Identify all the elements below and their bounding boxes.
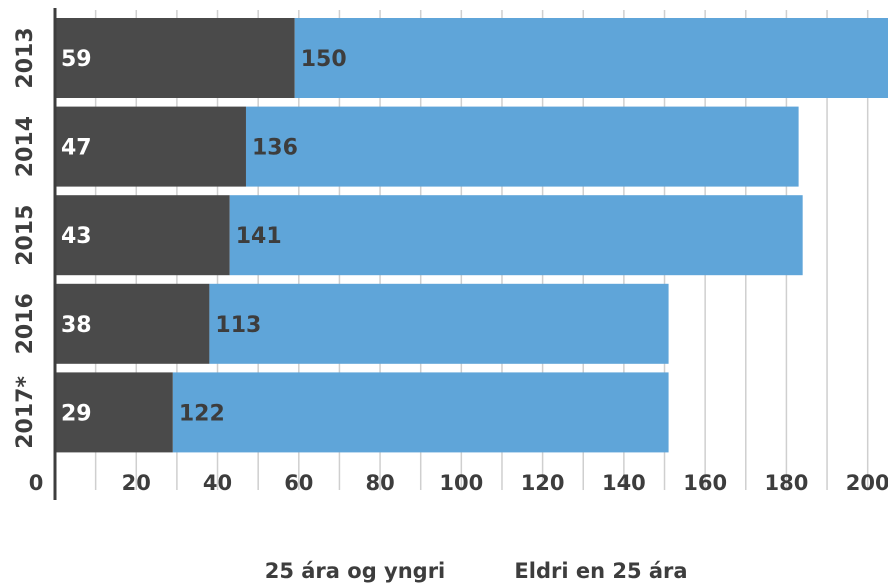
bar-value-label: 43 [61, 224, 92, 249]
bar-segment [229, 195, 803, 276]
x-tick-label: 180 [764, 471, 808, 495]
bar-value-label: 136 [252, 136, 298, 161]
x-tick-label: 140 [602, 471, 646, 495]
x-tick-label: 200 [846, 471, 888, 495]
bar-value-label: 113 [215, 313, 261, 338]
legend-entry: Eldri en 25 ára [514, 559, 687, 583]
category-label: 2015 [13, 205, 38, 266]
x-tick-label: 40 [203, 471, 232, 495]
bars [55, 18, 888, 453]
legend: 25 ára og yngri Eldri en 25 ára [265, 559, 688, 583]
bar-segment [55, 106, 246, 187]
bar-value-label: 59 [61, 47, 92, 72]
bar-segment [55, 18, 295, 98]
bar-segment [55, 283, 210, 364]
category-label: 2014 [13, 116, 38, 177]
bar-segment [294, 18, 888, 98]
x-tick-label: 20 [122, 471, 151, 495]
category-label: 2017* [13, 376, 38, 449]
x-tick-label: 160 [683, 471, 727, 495]
x-tick-label: 120 [521, 471, 565, 495]
legend-entry: 25 ára og yngri [265, 559, 446, 583]
bar-segment [55, 195, 230, 276]
category-label: 2013 [13, 27, 38, 88]
bar-value-label: 141 [236, 224, 282, 249]
x-tick-label: 80 [365, 471, 394, 495]
bar-segment [55, 372, 173, 453]
category-label: 2016 [13, 293, 38, 354]
x-tick-label: 0 [29, 471, 44, 495]
bar-segment [245, 106, 799, 187]
x-tick-label: 100 [439, 471, 483, 495]
bar-value-label: 150 [301, 47, 347, 72]
bar-segment [209, 283, 669, 364]
bar-value-label: 38 [61, 313, 92, 338]
bar-value-label: 122 [179, 401, 225, 426]
x-tick-label: 60 [284, 471, 313, 495]
labels: 59 150 2013 47 136 2014 43 141 2015 38 113 2016 29 12… [13, 27, 888, 495]
bar-value-label: 29 [61, 401, 92, 426]
bar-segment [172, 372, 669, 453]
bar-value-label: 47 [61, 136, 92, 161]
